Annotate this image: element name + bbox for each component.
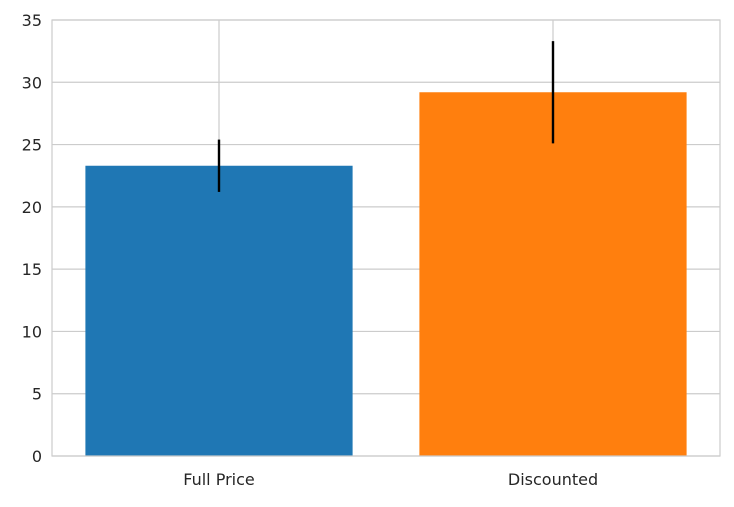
y-tick-label: 0: [32, 447, 42, 466]
y-tick-label: 30: [22, 73, 42, 92]
y-tick-label: 25: [22, 136, 42, 155]
y-tick-label: 10: [22, 322, 42, 341]
y-tick-labels: 0 5 10 15 20 25 30 35: [22, 11, 42, 466]
y-tick-label: 15: [22, 260, 42, 279]
bar-discounted: [419, 92, 687, 456]
x-tick-labels: Full Price Discounted: [183, 470, 598, 489]
x-tick-label: Full Price: [183, 470, 254, 489]
y-tick-label: 20: [22, 198, 42, 217]
y-tick-label: 35: [22, 11, 42, 30]
error-layer: [217, 41, 555, 192]
x-tick-label: Discounted: [508, 470, 598, 489]
bar-layer: [85, 92, 687, 456]
bar-full-price: [85, 165, 353, 456]
plot-frame: [51, 19, 721, 457]
y-tick-label: 5: [32, 385, 42, 404]
